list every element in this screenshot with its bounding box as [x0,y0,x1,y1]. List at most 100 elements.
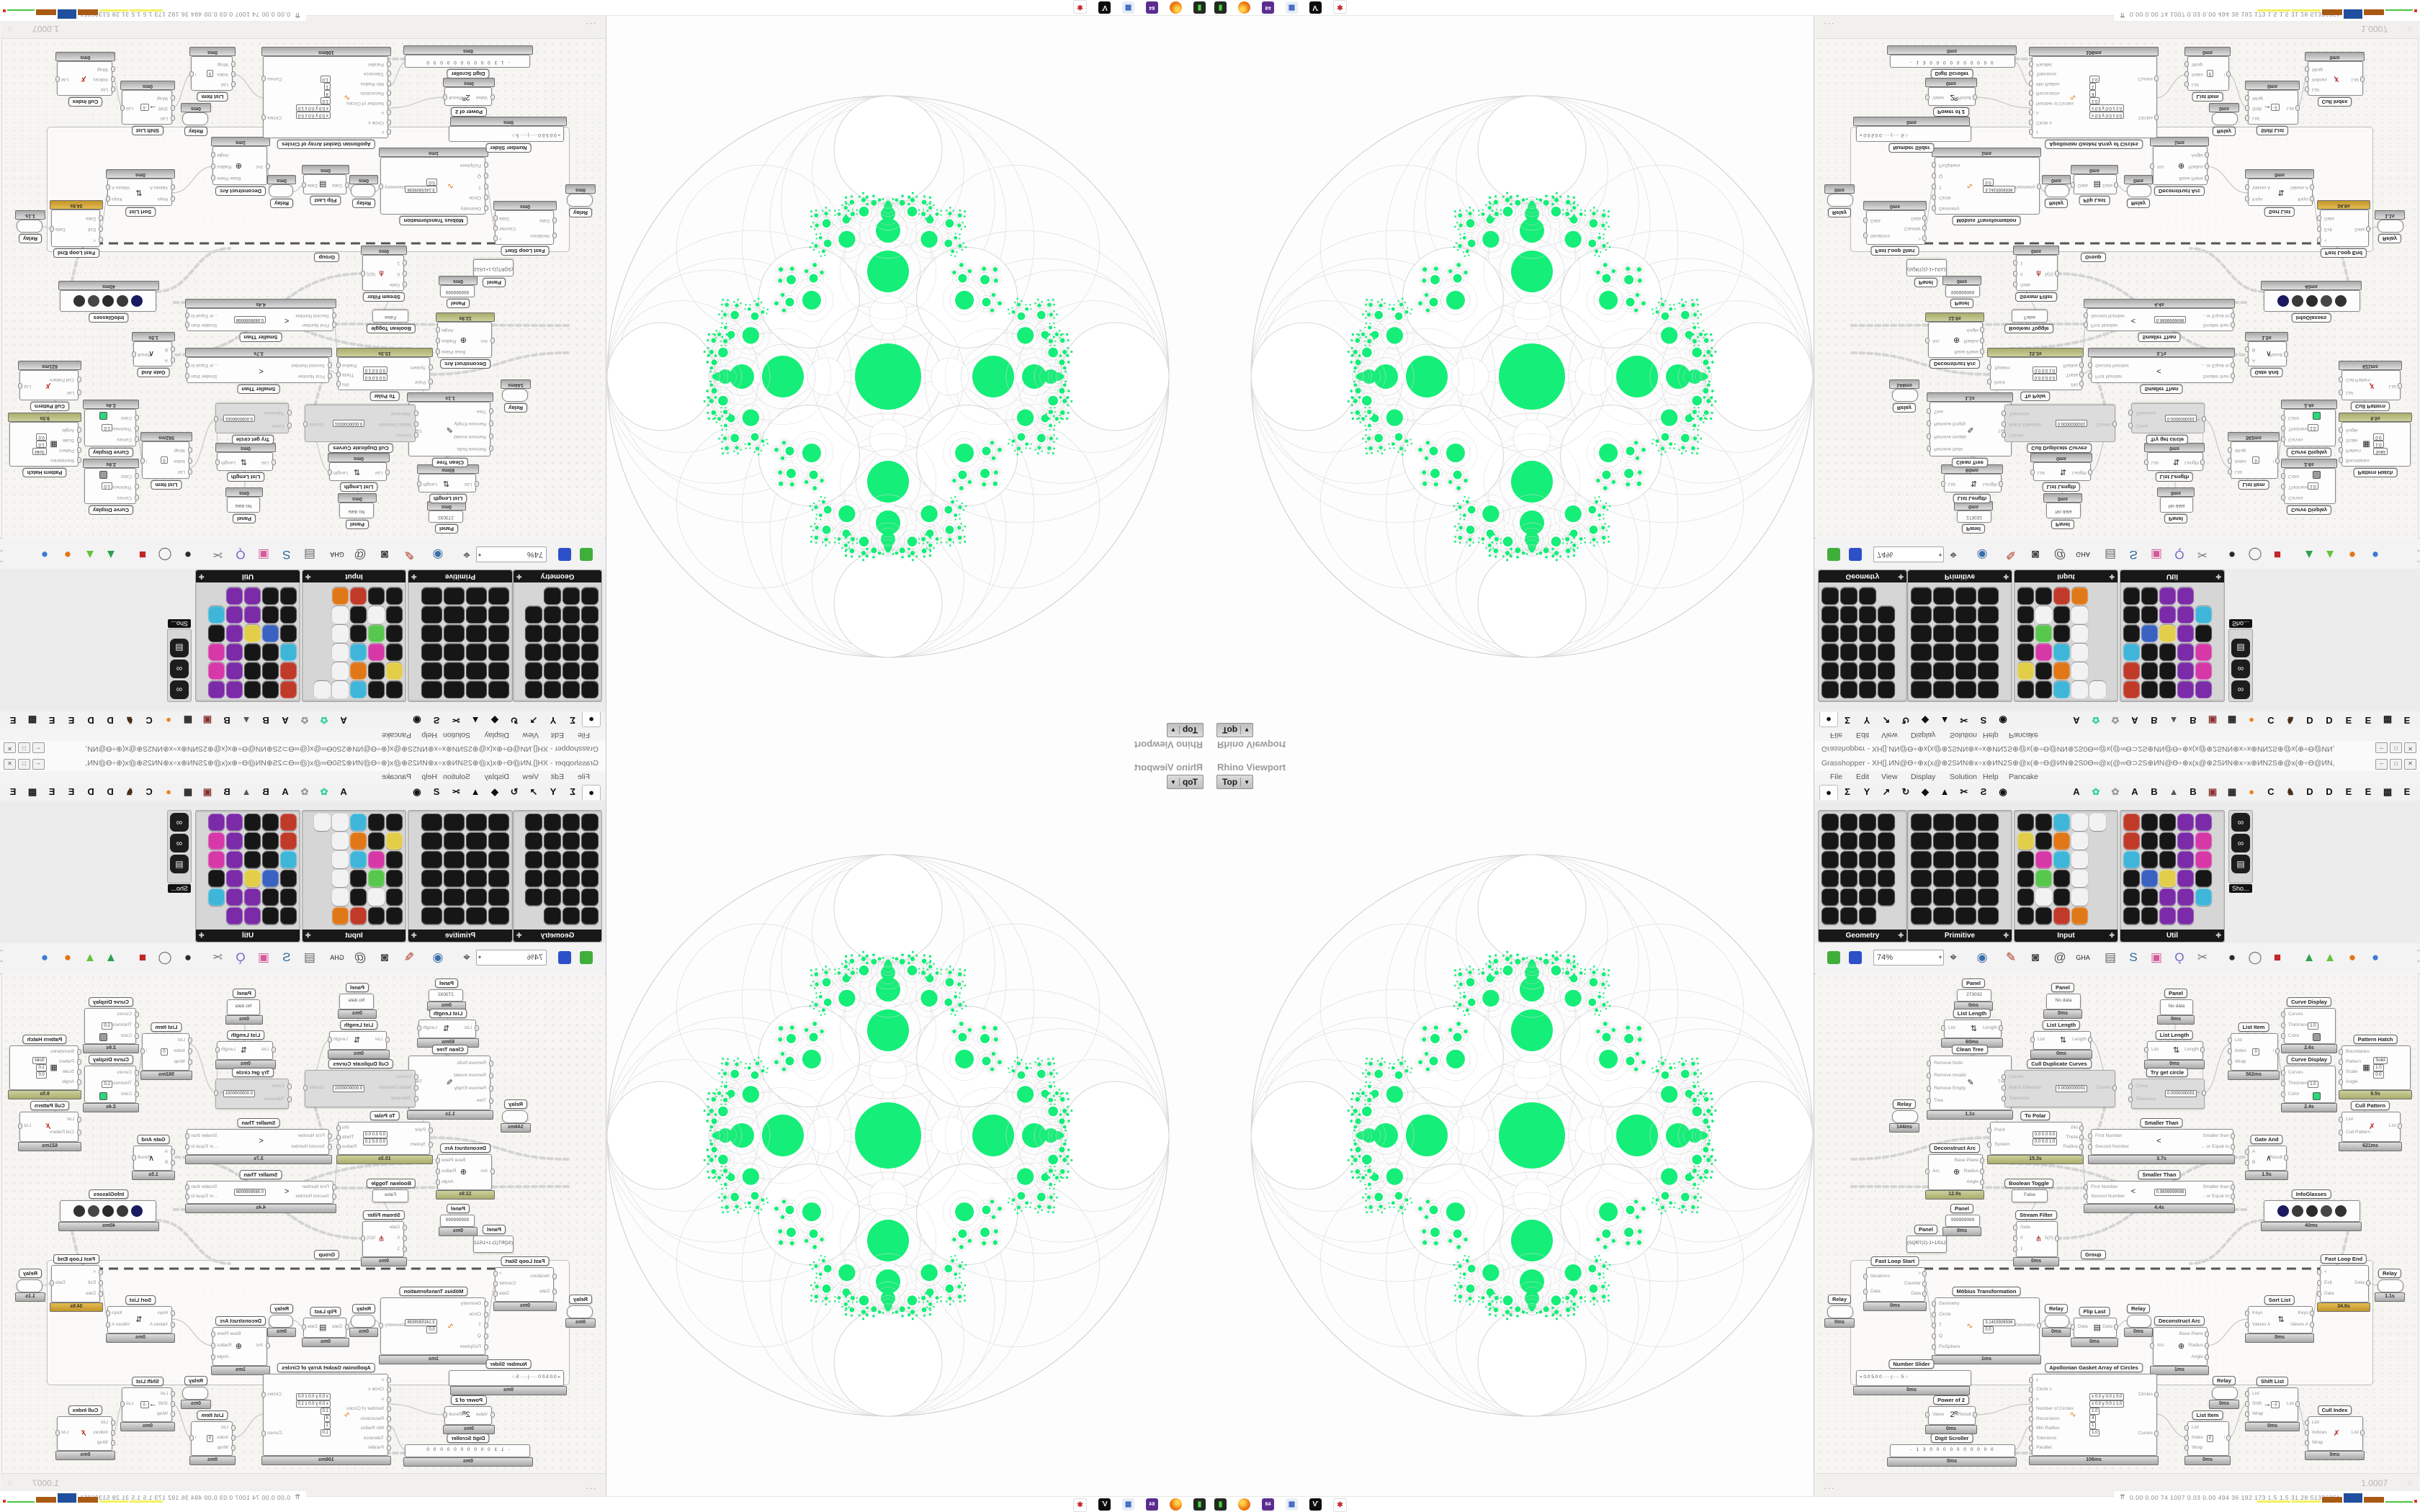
input-port[interactable]: FixSphere [1939,163,1960,168]
tab-plugin-15[interactable]: E [2365,786,2372,797]
tab-icon-9[interactable]: ◉ [413,786,421,797]
value-box[interactable]: 3.1415926536 [1983,1319,2015,1326]
node-body[interactable]: List Shift Wrap List -1 → [122,1387,172,1422]
component-icon[interactable] [314,888,331,906]
tab-plugin-7[interactable]: ▣ [2208,715,2218,726]
node-body[interactable]: Keys Values A Keys Values A ⇅ [2248,179,2313,206]
component-icon[interactable] [2159,606,2176,624]
input-port[interactable]: Gate [2020,282,2031,287]
component-icon[interactable] [1840,644,1857,661]
output-port[interactable]: Angle [442,1179,454,1184]
input-port[interactable]: Parallel [2036,1445,2052,1451]
input-port[interactable]: Tolerance [390,1096,411,1102]
component-icon[interactable] [2177,851,2194,868]
input-port[interactable]: Index [217,1435,228,1440]
output-port[interactable]: Curves [267,1431,282,1436]
node-body[interactable]: First Number Second Number Smaller than.. … [187,1181,333,1204]
output-port[interactable]: Radius [342,1144,357,1150]
gh-node[interactable]: Relay 0ms [1824,1295,1855,1328]
tab-icon-5[interactable]: ◆ [1922,786,1929,797]
input-port[interactable]: Tree [1934,408,1944,414]
output-port[interactable]: Values A [2290,1322,2308,1327]
output-port[interactable]: i [2272,459,2274,464]
tray-icon-wolf[interactable]: Ѵ [1309,1498,1322,1511]
node-body[interactable]: False [2012,1189,2048,1202]
tray-icon-console[interactable]: ▮ [1193,1498,1206,1511]
output-port[interactable]: Angle [1966,1179,1978,1184]
tab-plugin-17[interactable]: E [9,786,17,797]
component-icon[interactable] [2035,681,2052,698]
toolbar-icon-11[interactable]: ● [184,950,192,964]
node-body[interactable]: Boundaries Pattern Scale Angle Solid 1.0 0.0 ▦ [2341,422,2411,467]
node-body[interactable]: List Cull Pattern List ✗ [2341,1112,2401,1142]
node-body[interactable] [17,1279,42,1292]
output-port[interactable]: Curves [309,1085,324,1090]
grasshopper-titlebar[interactable]: Grasshopper - XH[].ИN@Ө÷⊕x(x@⊕2SИN⊕x÷x⊕И… [0,756,606,772]
component-icon[interactable] [2159,888,2176,906]
input-port[interactable]: c [2036,130,2039,135]
node-body[interactable]: 273032 [1957,989,1991,1002]
input-port[interactable]: Pattern [59,1059,74,1064]
component-icon[interactable] [1955,681,1976,698]
value-box[interactable]: 0 [2252,456,2259,464]
component-icon[interactable] [2123,888,2140,906]
output-port[interactable]: Base Plane [2179,1331,2203,1336]
color-swatch[interactable] [2312,1033,2321,1041]
input-port[interactable]: First Number [2095,374,2123,379]
output-port[interactable]: i [146,1048,148,1053]
toolbar-icon-8[interactable]: ▣ [2150,950,2163,964]
output-port[interactable]: Length [2184,460,2199,465]
component-icon[interactable] [314,814,331,831]
component-icon[interactable] [525,832,542,850]
component-icon[interactable] [1933,888,1954,906]
component-icon[interactable] [2195,644,2212,661]
node-body[interactable]: A B Result ∧ [2248,1146,2287,1171]
input-port[interactable]: Color [2288,474,2300,480]
color-swatch[interactable] [2312,1092,2321,1100]
component-icon[interactable] [2071,681,2088,698]
input-port[interactable]: Index [2192,72,2203,77]
value-box[interactable]: 0 [206,1435,214,1442]
component-icon[interactable] [488,870,509,887]
tray-icon-floppy-64[interactable]: 64 [1146,1498,1158,1511]
output-port[interactable]: Phi [2071,1125,2078,1130]
value-box[interactable]: 0.0 [2373,433,2384,441]
input-port[interactable]: n [381,1396,384,1402]
component-icon[interactable] [314,832,331,850]
tab-plugin-15[interactable]: E [48,786,55,797]
input-port[interactable]: Exit [2324,1280,2332,1285]
input-port[interactable]: Data [539,1288,550,1294]
value-box[interactable]: 1.0 [2089,97,2100,104]
input-port[interactable]: Index [174,1048,185,1053]
component-icon[interactable] [386,851,403,868]
value-box[interactable]: 0.0000000001 [2055,1085,2088,1092]
component-icon[interactable] [2177,888,2194,906]
component-icon[interactable] [280,832,297,850]
component-icon[interactable] [1933,644,1954,661]
component-icon[interactable] [2035,851,2052,868]
input-port[interactable]: Angle [62,1079,74,1084]
gh-node[interactable]: Panel No data 0ms [338,983,377,1019]
component-icon[interactable] [1859,870,1876,887]
component-icon[interactable] [332,851,349,868]
component-icon[interactable] [466,851,487,868]
output-port[interactable]: S(0) [2044,271,2053,276]
node-body[interactable]: Arc Base Plane Radius Angle ⊕ [2153,146,2208,185]
gh-node[interactable]: Relay 144ms [1889,379,1919,413]
component-icon[interactable] [1878,832,1895,850]
output-port[interactable]: List [24,1123,32,1128]
component-icon[interactable] [1955,907,1976,924]
node-body[interactable]: Arc Base Plane Radius Angle ⊕ [212,1327,267,1366]
toolbar-icon-8[interactable]: ▣ [2150,548,2163,562]
component-icon[interactable] [544,832,561,850]
component-icon[interactable] [1911,888,1932,906]
node-body[interactable] [182,1387,208,1400]
input-port[interactable]: Remove Invalid [1934,433,1966,439]
node-body[interactable]: - 1 3 0 0 0 0 0 0 0 0 0 0 [1890,55,2015,68]
gh-node[interactable]: Try get circleCurveToleranceCircle0.0000… [2128,1068,2206,1109]
input-port[interactable]: < [2324,1269,2327,1274]
input-port[interactable]: List [177,1037,185,1043]
tray-icon-floppy-64[interactable]: 64 [1262,1,1274,14]
component-icon[interactable] [466,814,487,831]
component-icon[interactable] [2123,870,2140,887]
